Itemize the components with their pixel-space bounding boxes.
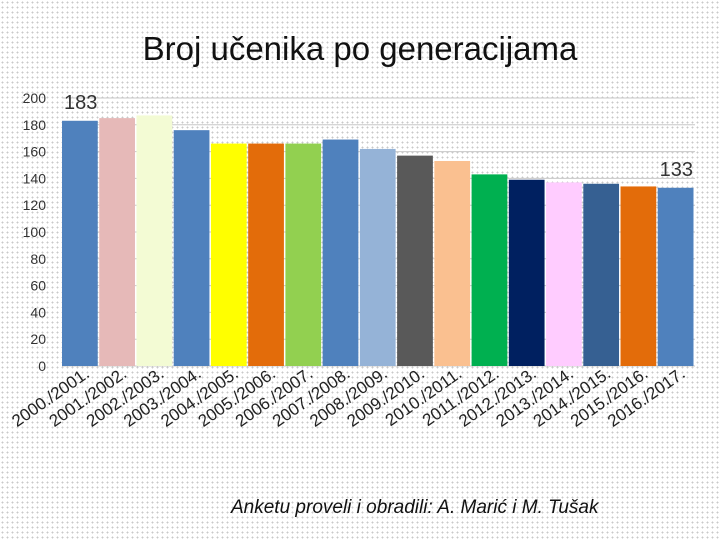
bar: [583, 183, 620, 366]
data-label: 133: [660, 159, 693, 181]
bar: [657, 187, 694, 366]
bar: [99, 118, 135, 366]
bar: [210, 143, 247, 366]
chart-title: Broj učenika po generacijama: [142, 30, 578, 67]
y-tick-label: 40: [30, 304, 46, 320]
bar: [359, 148, 396, 366]
y-tick-label: 0: [38, 358, 46, 374]
y-tick-label: 80: [30, 251, 46, 267]
bar: [62, 120, 98, 366]
bar: [248, 143, 284, 366]
data-labels: 183 133: [64, 92, 693, 181]
y-tick-label: 160: [23, 144, 47, 160]
bar: [173, 130, 210, 366]
bar: [434, 160, 471, 366]
bar: [546, 182, 582, 366]
y-axis-ticks: 0 20 40 60 80 100 120 140 160 180 200: [23, 90, 47, 374]
x-axis-ticks: 2000./2001.2001./2002.2002./2003.2003./2…: [8, 364, 688, 431]
bar: [397, 155, 433, 366]
bar: [322, 139, 359, 366]
bars: [62, 115, 694, 366]
footer-credit: Anketu proveli i obradili: A. Marić i M.…: [231, 497, 599, 518]
y-tick-label: 20: [30, 331, 46, 347]
data-label: 183: [64, 92, 97, 114]
bar: [471, 174, 508, 366]
bar: [285, 143, 322, 366]
y-tick-label: 140: [23, 170, 47, 186]
y-tick-label: 100: [23, 224, 47, 240]
y-tick-label: 120: [23, 197, 47, 213]
y-tick-label: 60: [30, 278, 46, 294]
y-tick-label: 180: [23, 117, 47, 133]
y-tick-label: 200: [23, 90, 47, 106]
bar: [508, 179, 545, 366]
bar: [620, 186, 657, 366]
bar: [136, 115, 173, 366]
